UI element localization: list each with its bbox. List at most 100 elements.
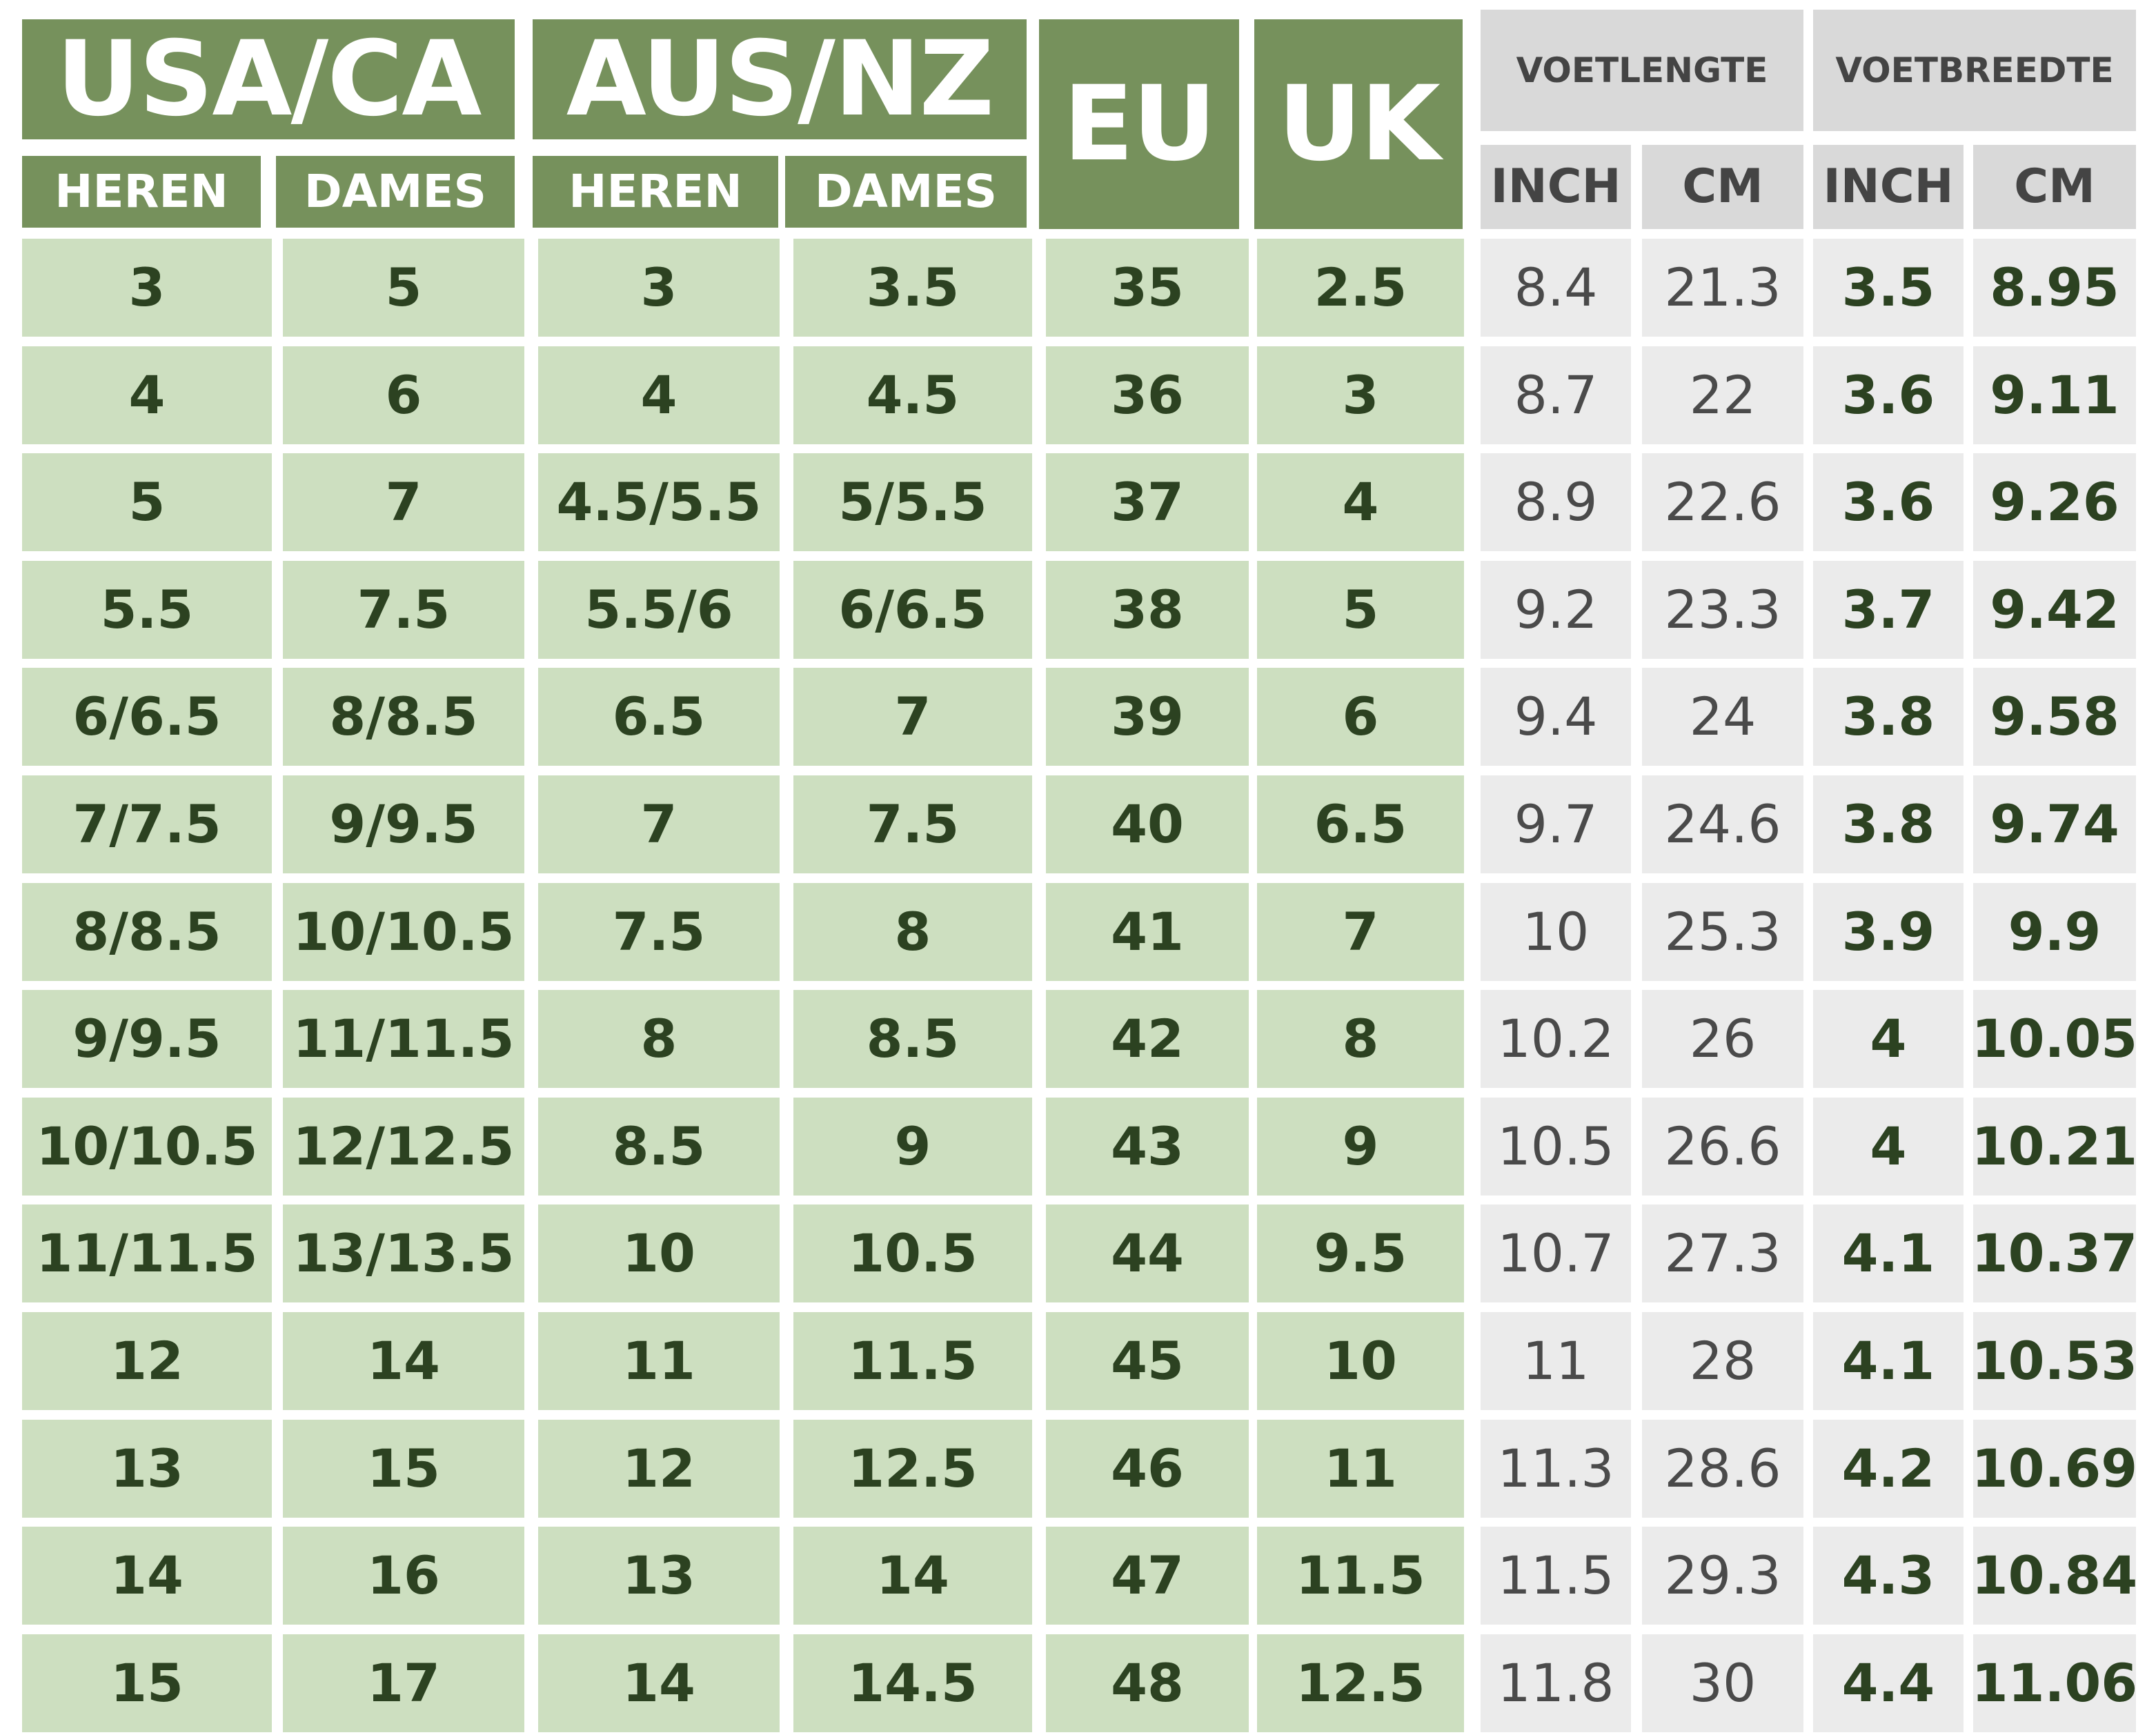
cell-usa-dames: 8/8.5 xyxy=(283,668,524,766)
cell-uk: 11 xyxy=(1257,1420,1464,1518)
cell-eu: 37 xyxy=(1046,453,1249,551)
cell-uk: 7 xyxy=(1257,883,1464,981)
cell-voetlengte-cm: 23.3 xyxy=(1642,561,1803,659)
cell-aus-heren: 14 xyxy=(538,1634,780,1732)
cell-aus-heren: 5.5/6 xyxy=(538,561,780,659)
cell-usa-heren: 11/11.5 xyxy=(22,1204,272,1302)
cell-voetbreedte-cm: 9.26 xyxy=(1973,453,2136,551)
cell-voetbreedte-inch: 4.1 xyxy=(1813,1204,1964,1302)
aus-heren-header: HEREN xyxy=(533,156,778,228)
cell-aus-heren: 7.5 xyxy=(538,883,780,981)
cell-voetbreedte-inch: 4 xyxy=(1813,1098,1964,1196)
usa-dames-header: DAMES xyxy=(276,156,515,228)
cell-usa-heren: 13 xyxy=(22,1420,272,1518)
cell-eu: 38 xyxy=(1046,561,1249,659)
cell-eu: 40 xyxy=(1046,775,1249,873)
cell-uk: 11.5 xyxy=(1257,1527,1464,1625)
usa-ca-header: USA/CA xyxy=(22,19,515,139)
cell-voetlengte-cm: 21.3 xyxy=(1642,239,1803,337)
cell-voetlengte-cm: 25.3 xyxy=(1642,883,1803,981)
cell-usa-dames: 14 xyxy=(283,1312,524,1410)
cell-usa-heren: 8/8.5 xyxy=(22,883,272,981)
cell-voetlengte-inch: 11.3 xyxy=(1481,1420,1631,1518)
cell-aus-heren: 6.5 xyxy=(538,668,780,766)
cell-eu: 43 xyxy=(1046,1098,1249,1196)
cell-usa-dames: 10/10.5 xyxy=(283,883,524,981)
cell-aus-heren: 4.5/5.5 xyxy=(538,453,780,551)
cell-aus-heren: 3 xyxy=(538,239,780,337)
cell-voetbreedte-inch: 3.8 xyxy=(1813,668,1964,766)
cell-voetbreedte-cm: 9.58 xyxy=(1973,668,2136,766)
cell-voetlengte-inch: 8.7 xyxy=(1481,346,1631,444)
cell-uk: 8 xyxy=(1257,990,1464,1088)
cell-voetbreedte-cm: 9.11 xyxy=(1973,346,2136,444)
cell-usa-dames: 15 xyxy=(283,1420,524,1518)
cell-voetbreedte-inch: 3.6 xyxy=(1813,453,1964,551)
cell-voetbreedte-cm: 9.74 xyxy=(1973,775,2136,873)
cell-usa-dames: 6 xyxy=(283,346,524,444)
cell-voetlengte-inch: 9.4 xyxy=(1481,668,1631,766)
voetbreedte-cm-header: CM xyxy=(1973,145,2136,229)
cell-aus-dames: 3.5 xyxy=(793,239,1032,337)
cell-usa-heren: 7/7.5 xyxy=(22,775,272,873)
cell-voetlengte-cm: 24.6 xyxy=(1642,775,1803,873)
cell-aus-dames: 14.5 xyxy=(793,1634,1032,1732)
cell-aus-dames: 6/6.5 xyxy=(793,561,1032,659)
cell-usa-heren: 4 xyxy=(22,346,272,444)
cell-voetbreedte-cm: 8.95 xyxy=(1973,239,2136,337)
cell-aus-heren: 13 xyxy=(538,1527,780,1625)
cell-voetlengte-cm: 29.3 xyxy=(1642,1527,1803,1625)
cell-aus-dames: 9 xyxy=(793,1098,1032,1196)
aus-dames-header: DAMES xyxy=(785,156,1027,228)
cell-voetbreedte-inch: 4.4 xyxy=(1813,1634,1964,1732)
voetlengte-inch-header: INCH xyxy=(1481,145,1631,229)
cell-voetbreedte-inch: 3.5 xyxy=(1813,239,1964,337)
cell-usa-heren: 9/9.5 xyxy=(22,990,272,1088)
eu-header: EU xyxy=(1039,19,1239,229)
cell-voetbreedte-cm: 10.21 xyxy=(1972,1098,2137,1196)
voetbreedte-header: VOETBREEDTE xyxy=(1813,10,2136,131)
cell-voetlengte-cm: 27.3 xyxy=(1642,1204,1803,1302)
cell-usa-heren: 10/10.5 xyxy=(22,1098,272,1196)
cell-aus-heren: 10 xyxy=(538,1204,780,1302)
cell-voetlengte-cm: 30 xyxy=(1642,1634,1803,1732)
cell-voetlengte-cm: 26 xyxy=(1642,990,1803,1088)
cell-voetlengte-cm: 26.6 xyxy=(1642,1098,1803,1196)
cell-aus-heren: 11 xyxy=(538,1312,780,1410)
cell-voetlengte-cm: 24 xyxy=(1642,668,1803,766)
cell-aus-dames: 8.5 xyxy=(793,990,1032,1088)
cell-voetlengte-cm: 22.6 xyxy=(1642,453,1803,551)
cell-eu: 45 xyxy=(1046,1312,1249,1410)
cell-uk: 4 xyxy=(1257,453,1464,551)
cell-aus-heren: 8.5 xyxy=(538,1098,780,1196)
cell-aus-dames: 8 xyxy=(793,883,1032,981)
cell-voetlengte-inch: 8.4 xyxy=(1481,239,1631,337)
cell-aus-dames: 10.5 xyxy=(793,1204,1032,1302)
cell-uk: 5 xyxy=(1257,561,1464,659)
cell-aus-heren: 12 xyxy=(538,1420,780,1518)
cell-usa-heren: 12 xyxy=(22,1312,272,1410)
cell-voetlengte-inch: 8.9 xyxy=(1481,453,1631,551)
cell-aus-dames: 14 xyxy=(793,1527,1032,1625)
voetbreedte-inch-header: INCH xyxy=(1813,145,1964,229)
cell-voetbreedte-inch: 4.2 xyxy=(1813,1420,1964,1518)
voetlengte-header: VOETLENGTE xyxy=(1481,10,1803,131)
cell-aus-dames: 12.5 xyxy=(793,1420,1032,1518)
cell-voetbreedte-cm: 10.05 xyxy=(1972,990,2137,1088)
cell-eu: 36 xyxy=(1046,346,1249,444)
cell-voetlengte-cm: 28 xyxy=(1642,1312,1803,1410)
cell-usa-heren: 5 xyxy=(22,453,272,551)
cell-eu: 47 xyxy=(1046,1527,1249,1625)
cell-voetbreedte-cm: 10.53 xyxy=(1972,1312,2137,1410)
cell-usa-dames: 5 xyxy=(283,239,524,337)
cell-voetlengte-inch: 11.5 xyxy=(1481,1527,1631,1625)
cell-uk: 10 xyxy=(1257,1312,1464,1410)
cell-eu: 44 xyxy=(1046,1204,1249,1302)
cell-voetbreedte-inch: 3.8 xyxy=(1813,775,1964,873)
cell-eu: 42 xyxy=(1046,990,1249,1088)
usa-heren-header: HEREN xyxy=(22,156,261,228)
aus-nz-header: AUS/NZ xyxy=(533,19,1027,139)
cell-voetbreedte-inch: 3.7 xyxy=(1813,561,1964,659)
cell-voetbreedte-inch: 4.1 xyxy=(1813,1312,1964,1410)
cell-usa-dames: 11/11.5 xyxy=(283,990,524,1088)
